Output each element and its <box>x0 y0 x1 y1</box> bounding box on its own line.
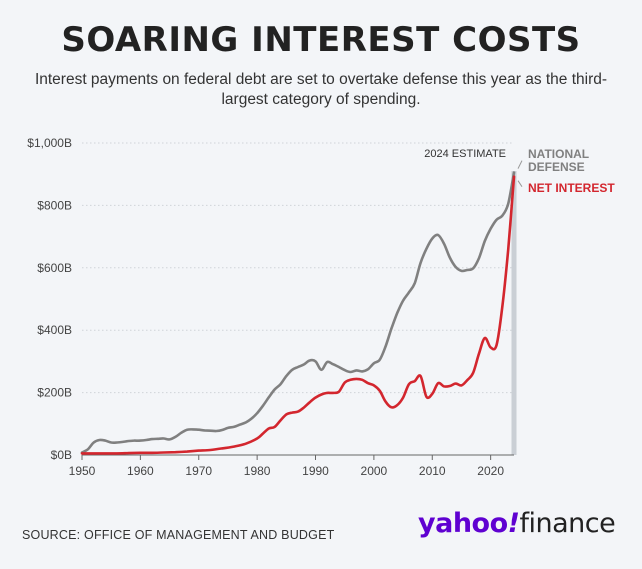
defense-leader <box>517 160 523 169</box>
y-tick-label: $400B <box>37 323 72 337</box>
series-lines <box>80 171 516 455</box>
national-defense-label: NATIONAL DEFENSE <box>528 147 589 174</box>
axes: $0B $200B $400B $600B $800B $1,000B 1950 1960 19… <box>27 136 514 478</box>
source-note: SOURCE: OFFICE OF MANAGEMENT AND BUDGET <box>22 528 335 542</box>
chart-subtitle: Interest payments on federal debt are se… <box>34 71 608 108</box>
x-tick-label: 1960 <box>127 464 154 478</box>
estimate-marker: 2024 ESTIMATE <box>424 148 517 455</box>
estimate-annotation: 2024 ESTIMATE <box>424 148 506 160</box>
y-tick-label: $1,000B <box>27 136 72 150</box>
x-tick-label: 2020 <box>477 464 504 478</box>
net-interest-label-line: NET INTEREST <box>528 181 615 195</box>
y-tick-label: $800B <box>37 198 72 212</box>
series-labels: NATIONAL DEFENSE NET INTEREST <box>517 147 615 195</box>
x-tick-label: 2010 <box>419 464 446 478</box>
x-tick-label: 1990 <box>302 464 329 478</box>
net-interest-label: NET INTEREST <box>528 181 615 195</box>
national-defense-label-line: NATIONAL <box>528 147 589 161</box>
chart-title: SOARING INTEREST COSTS <box>61 20 581 60</box>
y-tick-label: $200B <box>37 386 72 400</box>
x-tick-label: 2000 <box>361 464 388 478</box>
x-tick-label: 1970 <box>185 464 212 478</box>
yahoo-finance-logo: yahoo!finance <box>418 508 616 539</box>
line-chart: 2024 ESTIMATE $0B $200B $400B $600B $800B $1,… <box>27 136 615 478</box>
national-defense-line <box>80 171 516 454</box>
x-tick-label: 1950 <box>69 464 96 478</box>
x-tick-label: 1980 <box>244 464 271 478</box>
estimate-band <box>511 171 517 455</box>
y-tick-label: $600B <box>37 261 72 275</box>
gridlines <box>82 142 514 394</box>
y-tick-label: $0B <box>51 448 72 462</box>
net-interest-line <box>80 175 516 455</box>
national-defense-label-line: DEFENSE <box>528 160 585 174</box>
interest-leader <box>517 180 523 187</box>
